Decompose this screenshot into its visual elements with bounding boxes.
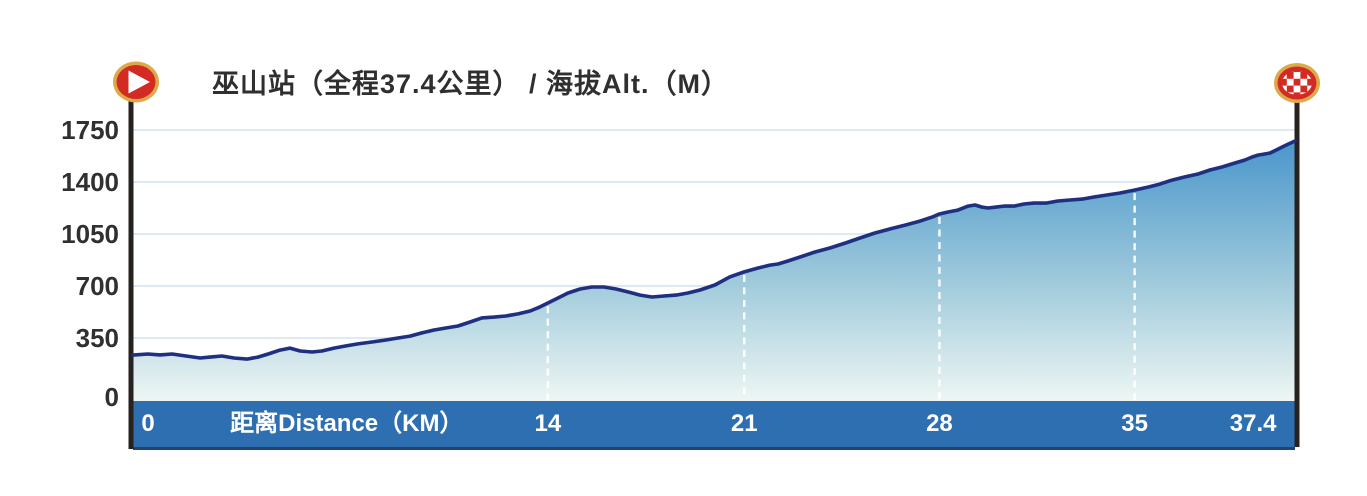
x-axis-title: 距离Distance（KM）: [230, 410, 464, 437]
start-flag-icon: [113, 61, 159, 103]
elevation-area-fill: [133, 141, 1295, 401]
y-axis-label: 1050: [61, 219, 119, 249]
x-axis-bar: [133, 401, 1295, 450]
y-axis-label: 0: [104, 382, 119, 412]
finish-checkered-flag-icon: [1274, 63, 1320, 103]
y-axis-label: 350: [75, 323, 119, 353]
y-axis-label: 1400: [61, 167, 119, 197]
x-tick-label: 28: [926, 410, 953, 437]
y-axis-label: 1750: [61, 115, 119, 145]
x-tick-label: 35: [1121, 410, 1148, 437]
chart-title: 巫山站（全程37.4公里） / 海拔Alt.（M）: [212, 69, 730, 99]
x-tick-label: 37.4: [1229, 410, 1277, 437]
y-axis-line: [128, 96, 134, 449]
x-tick-label: 21: [730, 410, 758, 437]
distance-gridlines: [546, 193, 1136, 400]
elevation-line: [131, 139, 1297, 361]
y-axis-label: 700: [75, 271, 119, 301]
x-tick-label: 14: [534, 410, 562, 437]
elevation-area: [133, 141, 1295, 401]
x-tick-label: 0: [141, 410, 155, 437]
finish-pole: [1294, 98, 1300, 447]
